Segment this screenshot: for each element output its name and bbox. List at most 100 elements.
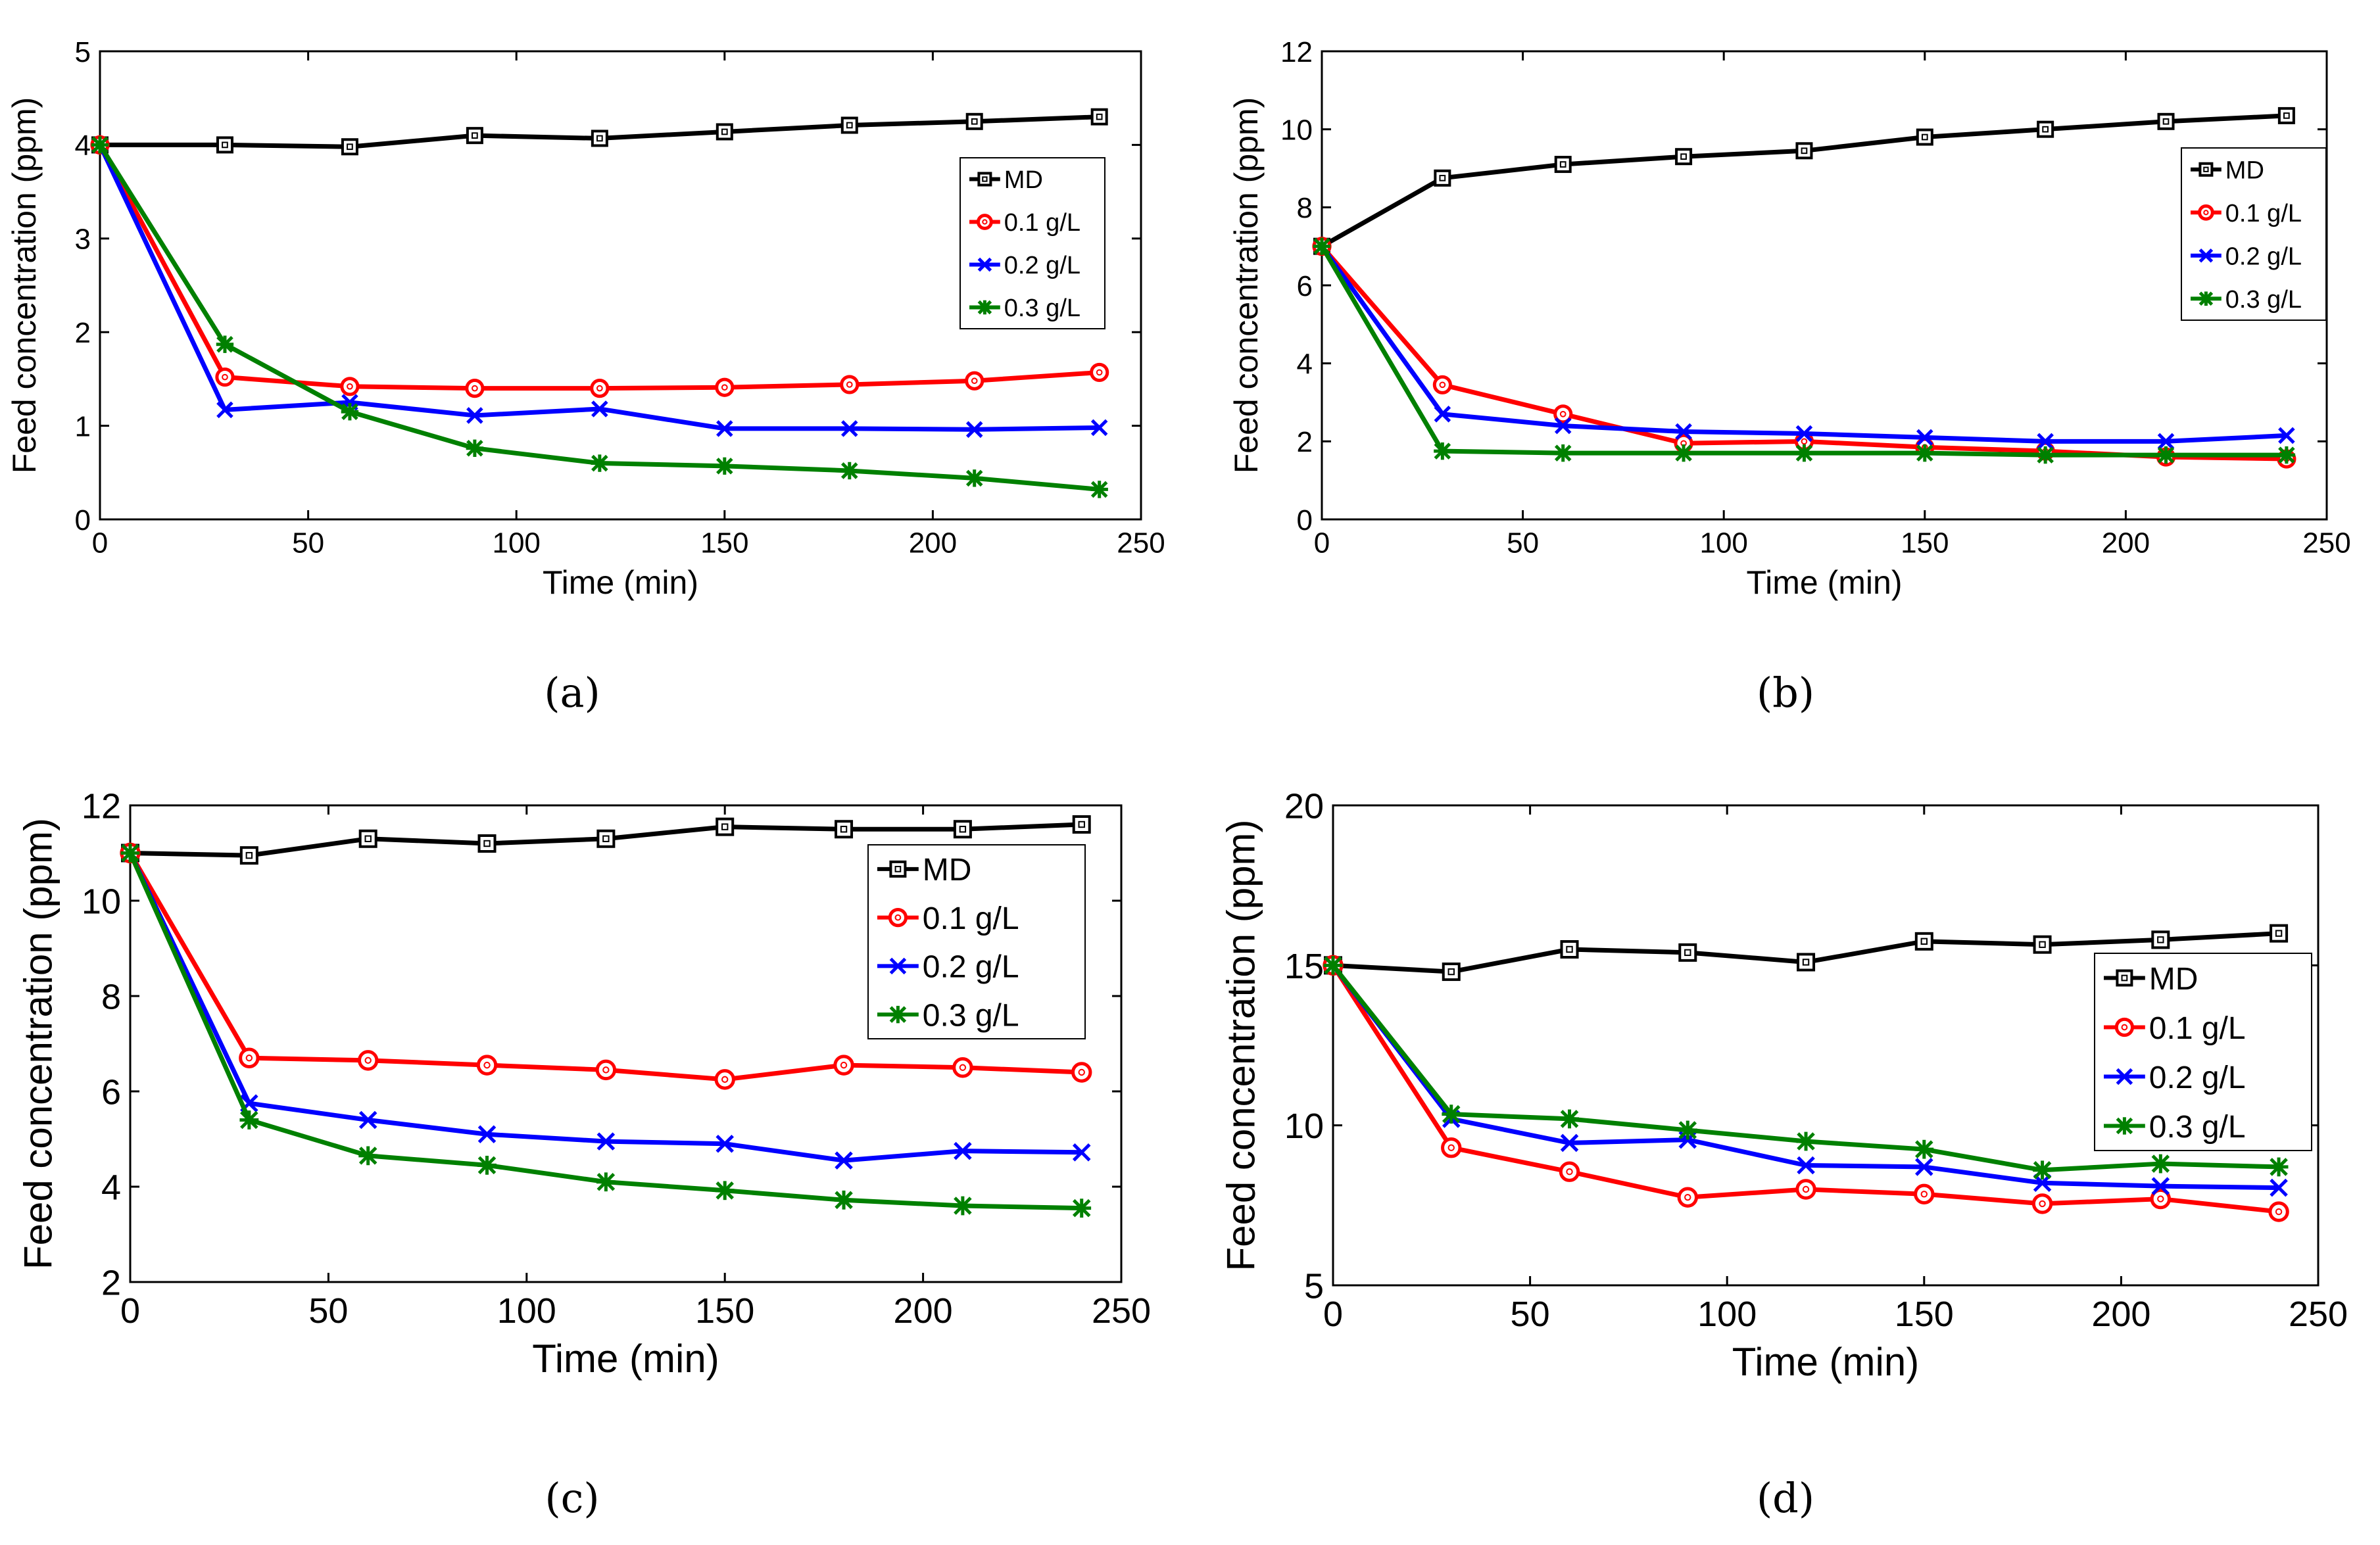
data-point <box>466 439 484 457</box>
y-tick-label: 6 <box>101 1072 121 1112</box>
data-point <box>1559 1161 1580 1182</box>
legend-marker-inner <box>2203 210 2209 216</box>
data-point-inner <box>1684 1193 1691 1201</box>
data-point <box>954 1141 972 1160</box>
panel-caption: (d) <box>1757 1474 1814 1522</box>
data-point-inner <box>1680 153 1687 160</box>
data-point <box>2157 112 2175 130</box>
x-tick-label: 0 <box>92 527 108 559</box>
data-point-inner <box>245 1055 253 1062</box>
data-point <box>120 844 140 863</box>
data-point <box>596 1132 616 1151</box>
x-axis-label: Time (min) <box>1732 1340 1919 1384</box>
data-point <box>1090 362 1109 383</box>
data-point <box>965 112 983 130</box>
x-tick-label: 250 <box>1117 527 1165 559</box>
y-tick-label: 2 <box>1297 426 1313 458</box>
data-point <box>1090 108 1108 126</box>
data-point <box>476 1055 498 1076</box>
data-point-inner <box>721 1076 729 1083</box>
panel-caption: (c) <box>545 1474 599 1522</box>
legend-marker-stroke-b <box>889 957 907 975</box>
data-point <box>714 1069 735 1090</box>
data-point <box>965 421 983 439</box>
data-point-stroke-b <box>2278 427 2295 444</box>
data-point-inner <box>602 1066 610 1074</box>
data-point-inner <box>2283 112 2290 119</box>
data-point-stroke-b <box>1915 1158 1933 1176</box>
data-point <box>1313 237 1331 255</box>
data-point <box>1072 815 1091 834</box>
data-point <box>835 1151 853 1170</box>
series-0-1-g-l <box>120 842 1092 1090</box>
data-point-inner <box>1439 381 1446 389</box>
legend-entry: 0.3 g/L <box>1004 295 1081 322</box>
chart-panel-2: 0 50 100 150 200 250 0 2 4 6 8 10 12 Time (min) Feed c… <box>1228 36 2351 717</box>
data-point <box>2151 1177 2170 1195</box>
data-point <box>1434 169 1451 187</box>
data-point-inner <box>347 143 353 151</box>
data-point <box>715 1181 735 1200</box>
data-point <box>840 116 858 134</box>
data-point <box>595 1059 617 1081</box>
data-point-stroke-b <box>1797 1156 1815 1175</box>
data-point <box>239 1110 259 1129</box>
data-point-inner <box>840 826 848 833</box>
y-axis-label: Feed concentration (ppm) <box>6 97 43 474</box>
y-tick-label: 12 <box>1280 36 1313 68</box>
y-axis-label: Feed concentration (ppm) <box>1219 819 1263 1271</box>
y-tick-label: 1 <box>75 410 91 442</box>
data-point-stroke-b <box>2157 433 2175 450</box>
data-point-inner <box>1439 174 1446 181</box>
x-tick-label: 150 <box>1901 527 1949 559</box>
data-point <box>1795 142 1813 160</box>
chart-panel-4: 0 50 100 150 200 250 5 10 15 20 Time (min) Feed con… <box>1219 786 2348 1522</box>
x-tick-label: 200 <box>2102 527 2150 559</box>
y-tick-label: 10 <box>1284 1106 1324 1146</box>
legend-entry: 0.1 g/L <box>2225 200 2302 227</box>
data-point <box>591 454 609 472</box>
data-point-inner <box>1559 410 1566 417</box>
data-point <box>596 829 616 848</box>
data-point <box>2269 1157 2289 1177</box>
data-point <box>1678 1120 1697 1140</box>
data-point <box>466 407 483 424</box>
y-tick-label: 4 <box>101 1168 121 1207</box>
data-point <box>216 335 234 353</box>
data-point-stroke-b <box>2037 433 2054 450</box>
data-point <box>1675 148 1693 166</box>
data-point <box>477 834 497 853</box>
legend-entry: MD <box>2149 962 2198 997</box>
x-tick-label: 150 <box>700 527 748 559</box>
data-point-inner <box>1566 945 1573 953</box>
data-point-inner <box>472 132 478 139</box>
data-point-inner <box>2275 930 2283 937</box>
data-point <box>2151 930 2170 949</box>
data-point-inner <box>959 1064 967 1071</box>
data-point-inner <box>1920 938 1928 945</box>
data-point-stroke-b <box>358 1110 377 1129</box>
data-point <box>2268 1201 2289 1222</box>
x-tick-label: 100 <box>1697 1295 1757 1334</box>
legend-entry: 0.1 g/L <box>2149 1011 2246 1046</box>
data-point-stroke-b <box>840 420 858 437</box>
legend-marker-inner <box>982 219 988 225</box>
data-point-stroke-b <box>2270 1178 2288 1197</box>
data-point-inner <box>596 385 603 392</box>
data-point-inner <box>222 373 228 381</box>
data-point <box>341 403 359 421</box>
data-point-inner <box>2275 1208 2283 1216</box>
series-0-3-g-l <box>120 844 1092 1218</box>
data-point-inner <box>1920 1191 1928 1198</box>
y-tick-label: 15 <box>1284 947 1324 986</box>
data-point <box>91 136 109 154</box>
legend-entry: 0.3 g/L <box>2149 1110 2246 1145</box>
data-point-stroke-b <box>716 1134 734 1153</box>
data-point-inner <box>1802 1185 1810 1193</box>
x-tick-label: 50 <box>1511 1295 1550 1334</box>
data-point <box>2277 107 2295 124</box>
data-point <box>2031 1193 2053 1214</box>
legend-entry: MD <box>2225 156 2264 184</box>
data-point <box>1442 963 1461 982</box>
legend-entry: 0.2 g/L <box>2149 1060 2246 1095</box>
